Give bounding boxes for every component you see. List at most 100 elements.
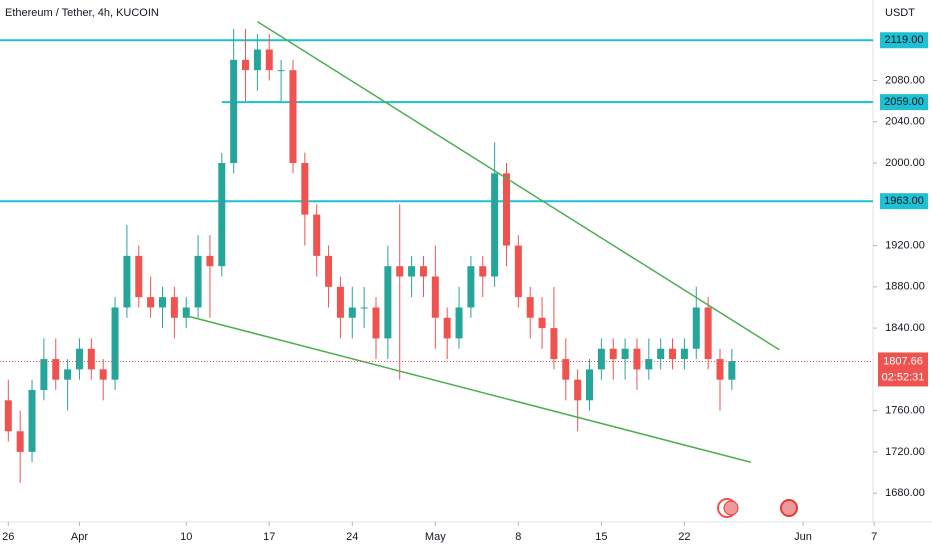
candle-body — [336, 286, 344, 318]
y-tick-label: 1880.00 — [885, 281, 925, 293]
last-price-label: 1807.66 — [883, 355, 923, 367]
candle-body — [348, 307, 356, 318]
y-tick-label: 1760.00 — [885, 405, 925, 417]
candle-body — [265, 49, 273, 71]
candle-body — [645, 359, 653, 370]
candle-body — [253, 49, 261, 71]
candle-body — [28, 390, 36, 452]
level-label: 2059.00 — [884, 96, 924, 108]
candle-body — [325, 255, 333, 287]
candle-body — [182, 307, 190, 318]
y-tick-label: 1680.00 — [885, 487, 925, 499]
candle-body — [75, 348, 83, 370]
candle-body — [574, 379, 582, 401]
candle-body — [550, 328, 558, 360]
candle-body — [408, 266, 416, 277]
x-tick-label: 8 — [515, 531, 521, 543]
candle-body — [230, 59, 238, 164]
event-icons — [717, 498, 798, 518]
candle-body — [87, 348, 95, 370]
level-label-box — [880, 193, 928, 210]
candle-body — [301, 163, 309, 215]
candle-body — [526, 297, 534, 318]
level-label-box — [880, 32, 928, 49]
x-tick-label: Jun — [794, 531, 812, 543]
x-tick-label: 15 — [595, 531, 607, 543]
level-label: 2119.00 — [885, 34, 924, 46]
event-icon — [780, 499, 798, 517]
candle-body — [147, 297, 155, 308]
candle-body — [40, 359, 48, 390]
candle-body — [704, 307, 712, 360]
candle-body — [218, 163, 226, 267]
candle-body — [692, 307, 700, 349]
candle-body — [396, 266, 404, 277]
level-label-box — [880, 94, 928, 111]
candle-body — [99, 369, 107, 380]
candle-body — [52, 359, 60, 380]
candle-body — [538, 317, 546, 329]
candle-body — [479, 266, 487, 277]
trend-line — [186, 314, 752, 463]
y-tick-label: 2000.00 — [885, 157, 925, 169]
x-tick-label: May — [425, 531, 446, 543]
candle-body — [455, 307, 463, 339]
event-icon — [723, 500, 739, 516]
candle-body — [467, 266, 475, 308]
trend-line — [256, 21, 780, 351]
y-tick-label: 2080.00 — [885, 74, 925, 86]
candle-body — [562, 359, 570, 380]
x-tick-label: 10 — [180, 531, 192, 543]
candle-body — [16, 431, 24, 452]
x-tick-label: 17 — [263, 531, 275, 543]
countdown-label: 02:52:31 — [882, 371, 925, 383]
candle-body — [609, 348, 617, 360]
candle-body — [135, 255, 143, 298]
candle-body — [159, 297, 167, 308]
candle-body — [206, 255, 214, 267]
y-tick-label: 1840.00 — [885, 322, 925, 334]
candle-body — [633, 348, 641, 370]
candle-body — [621, 348, 629, 360]
candle-body — [716, 359, 724, 380]
x-tick-label: 26 — [2, 531, 14, 543]
y-tick-label: 1920.00 — [885, 239, 925, 251]
candle-body — [372, 307, 380, 339]
candle-body — [194, 255, 202, 308]
candle-body — [680, 348, 688, 360]
chart-title: Ethereum / Tether, 4h, KUCOIN — [5, 7, 159, 19]
candle-body — [360, 307, 368, 309]
candle-body — [443, 317, 451, 339]
candle-body — [111, 307, 119, 380]
candle-body — [669, 348, 677, 360]
candle-body — [657, 348, 665, 360]
candle-body — [728, 361, 736, 380]
candle-body — [597, 348, 605, 370]
candle-body — [123, 255, 131, 308]
x-tick-label: Apr — [71, 531, 88, 543]
candle-body — [384, 266, 392, 339]
x-tick-label: 24 — [346, 531, 358, 543]
candle-body — [277, 70, 285, 72]
candle-body — [289, 70, 297, 164]
y-axis-label: USDT — [885, 7, 915, 19]
candle-body — [419, 266, 427, 277]
level-label: 1963.00 — [884, 195, 924, 207]
candle-body — [64, 369, 72, 380]
candle-body — [491, 173, 499, 277]
candle-body — [502, 173, 510, 246]
candle-body — [242, 59, 250, 71]
x-tick-label: 7 — [871, 531, 877, 543]
y-tick-label: 2040.00 — [885, 116, 925, 128]
candle-body — [514, 245, 522, 298]
candle-body — [4, 400, 12, 432]
x-tick-label: 22 — [678, 531, 690, 543]
candle-body — [586, 369, 594, 401]
y-tick-label: 1720.00 — [885, 446, 925, 458]
last-price-box — [878, 352, 928, 387]
candle-body — [170, 297, 178, 318]
candle-body — [313, 214, 321, 256]
candle-body — [431, 276, 439, 318]
